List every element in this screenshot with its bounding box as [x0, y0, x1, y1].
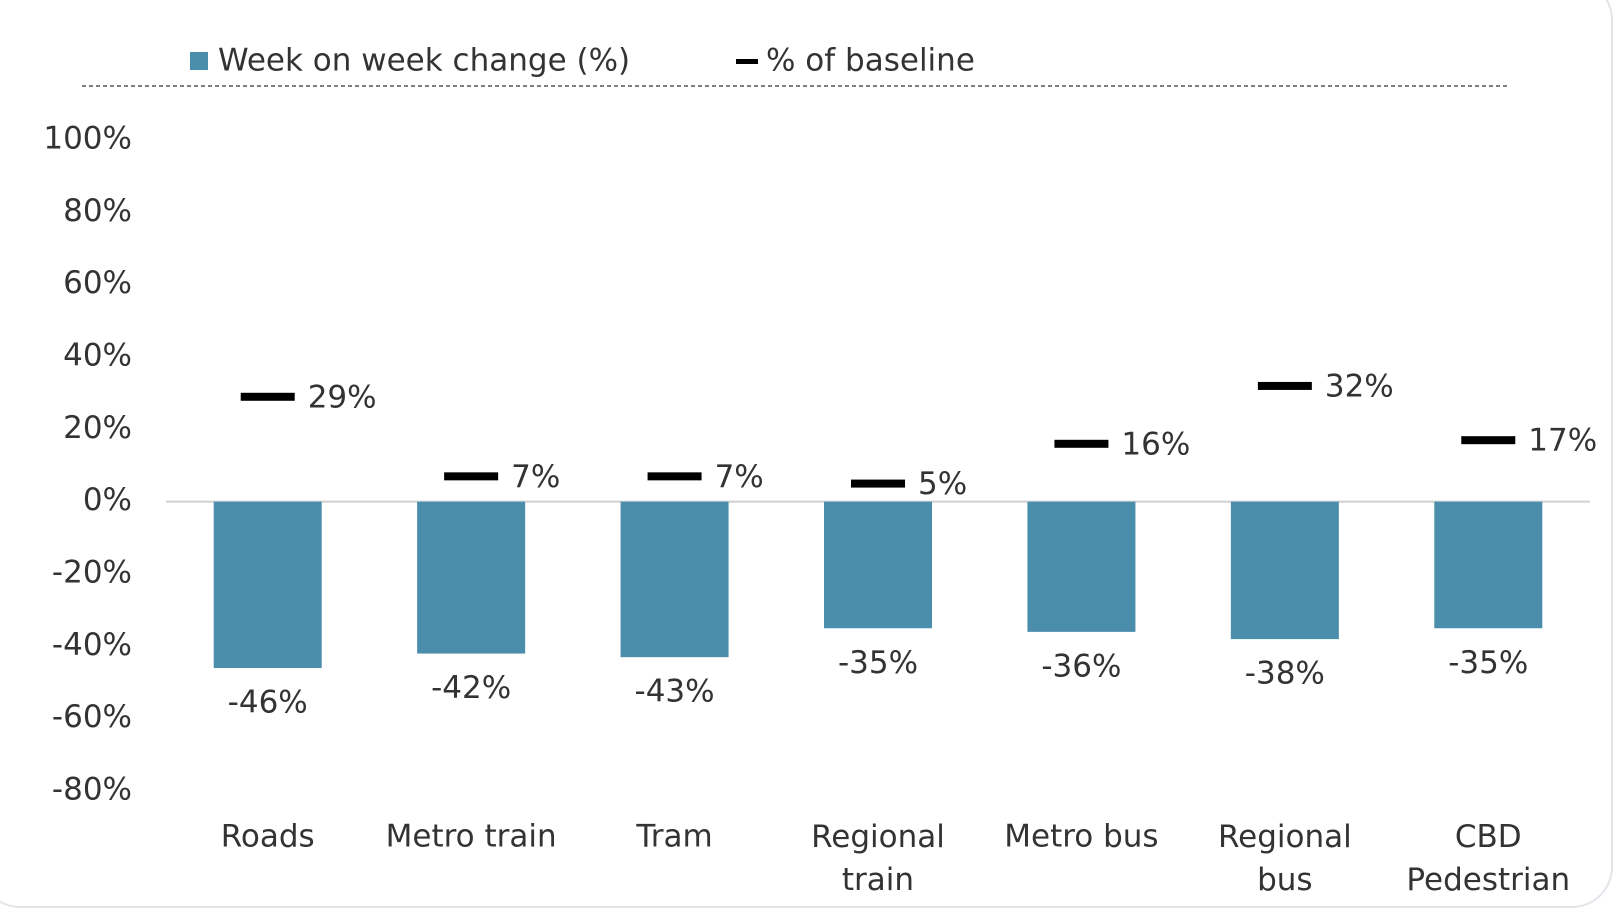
bar: [824, 501, 932, 629]
bar-value-label: -36%: [1041, 648, 1121, 684]
legend-label: % of baseline: [766, 43, 975, 79]
marker-value-label: 5%: [918, 466, 967, 502]
y-tick-label: 40%: [63, 338, 132, 374]
y-tick-label: 60%: [63, 265, 132, 301]
bar-value-label: -46%: [228, 685, 308, 721]
bar-value-label: -42%: [431, 670, 511, 706]
y-tick-label: -40%: [52, 627, 132, 663]
bar-value-label: -35%: [838, 645, 918, 681]
marker-value-label: 17%: [1528, 423, 1597, 459]
marker: [1461, 436, 1516, 445]
legend-swatch: [190, 52, 208, 70]
marker: [240, 392, 295, 401]
y-tick-label: 0%: [83, 482, 132, 518]
bar: [213, 501, 322, 669]
x-tick-label: Regional bus: [1218, 819, 1352, 898]
bar: [417, 501, 526, 654]
x-tick-label: Metro train: [386, 819, 557, 855]
marker: [851, 479, 905, 488]
marker-value-label: 7%: [511, 459, 560, 495]
bar: [1027, 501, 1136, 632]
y-tick-label: 80%: [63, 193, 132, 229]
y-tick-label: -80%: [52, 772, 132, 808]
y-tick-label: 100%: [43, 121, 132, 157]
bar-value-label: -43%: [635, 674, 715, 710]
legend-label: Week on week change (%): [218, 43, 630, 79]
marker: [1054, 439, 1109, 448]
bar: [1434, 501, 1543, 629]
y-tick-label: -60%: [52, 699, 132, 735]
y-tick-label: 20%: [63, 410, 132, 446]
x-tick-label: Roads: [221, 819, 315, 855]
bar-value-label: -35%: [1448, 645, 1528, 681]
marker: [444, 472, 499, 481]
bar: [1230, 501, 1339, 640]
marker-value-label: 16%: [1121, 426, 1190, 462]
y-tick-label: -20%: [52, 555, 132, 591]
legend-swatch: [736, 59, 758, 64]
x-tick-label: Regional train: [811, 819, 945, 898]
marker-value-label: 32%: [1325, 368, 1394, 404]
x-tick-label: CBD Pedestrian: [1406, 819, 1570, 898]
marker: [647, 472, 702, 481]
marker: [1257, 381, 1312, 390]
bar-value-label: -38%: [1245, 656, 1325, 692]
x-tick-label: Tram: [635, 819, 712, 855]
x-tick-label: Metro bus: [1004, 819, 1158, 855]
marker-value-label: 29%: [308, 379, 377, 415]
bar: [620, 501, 729, 658]
marker-value-label: 7%: [715, 459, 764, 495]
